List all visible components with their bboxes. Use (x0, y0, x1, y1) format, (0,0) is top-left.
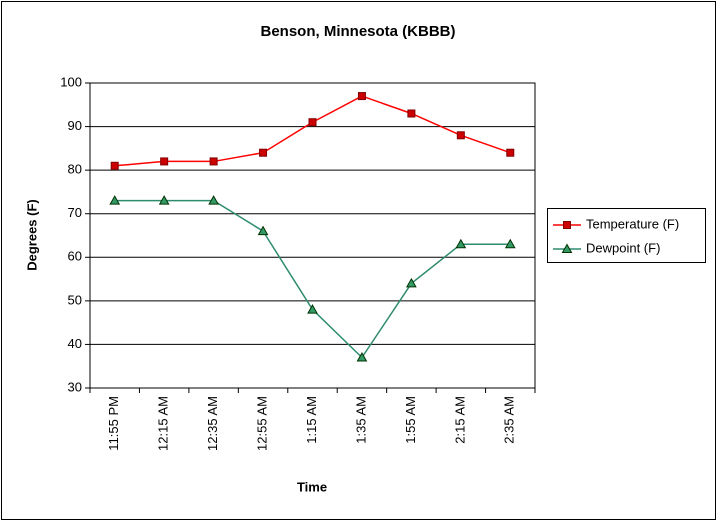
y-tick-label: 80 (68, 162, 82, 177)
x-tick-label: 1:55 AM (403, 396, 418, 444)
legend-marker (563, 221, 571, 229)
legend-box (547, 208, 706, 263)
data-point (506, 148, 515, 157)
y-axis-title: Degrees (F) (24, 199, 39, 271)
data-point (407, 109, 416, 118)
data-point (158, 195, 170, 205)
y-tick-label: 90 (68, 118, 82, 133)
chart-title: Benson, Minnesota (KBBB) (261, 23, 456, 40)
data-point (456, 131, 465, 140)
data-point (160, 157, 169, 166)
data-point (356, 351, 368, 362)
x-tick-label: 2:15 AM (452, 396, 467, 444)
x-axis-title: Time (297, 479, 327, 494)
y-tick-label: 40 (68, 336, 82, 351)
legend-label: Dewpoint (F) (586, 240, 660, 255)
data-point (406, 277, 417, 288)
x-tick-label: 12:15 AM (156, 396, 171, 451)
x-tick-label: 1:35 AM (353, 396, 368, 444)
data-point (504, 238, 516, 249)
y-tick-label: 70 (68, 205, 82, 220)
data-point (110, 161, 119, 170)
y-tick-label: 30 (68, 379, 82, 394)
data-point (259, 148, 268, 157)
x-tick-label: 2:35 AM (502, 396, 517, 444)
data-point (209, 157, 218, 166)
x-tick-label: 11:55 PM (106, 396, 121, 451)
data-point (357, 92, 366, 101)
data-point (109, 195, 121, 205)
data-point (308, 118, 317, 127)
y-tick-label: 50 (68, 292, 82, 307)
data-point (208, 195, 219, 205)
data-point (307, 304, 318, 314)
plot-border (89, 82, 536, 389)
y-tick-label: 100 (60, 74, 82, 89)
legend-label: Temperature (F) (586, 216, 679, 231)
x-tick-label: 1:15 AM (304, 396, 319, 444)
y-tick-label: 60 (68, 249, 82, 264)
x-tick-label: 12:55 AM (254, 396, 269, 451)
data-point (455, 238, 467, 249)
data-point (257, 225, 269, 236)
x-tick-label: 12:35 AM (205, 396, 220, 451)
legend-marker (561, 243, 573, 253)
